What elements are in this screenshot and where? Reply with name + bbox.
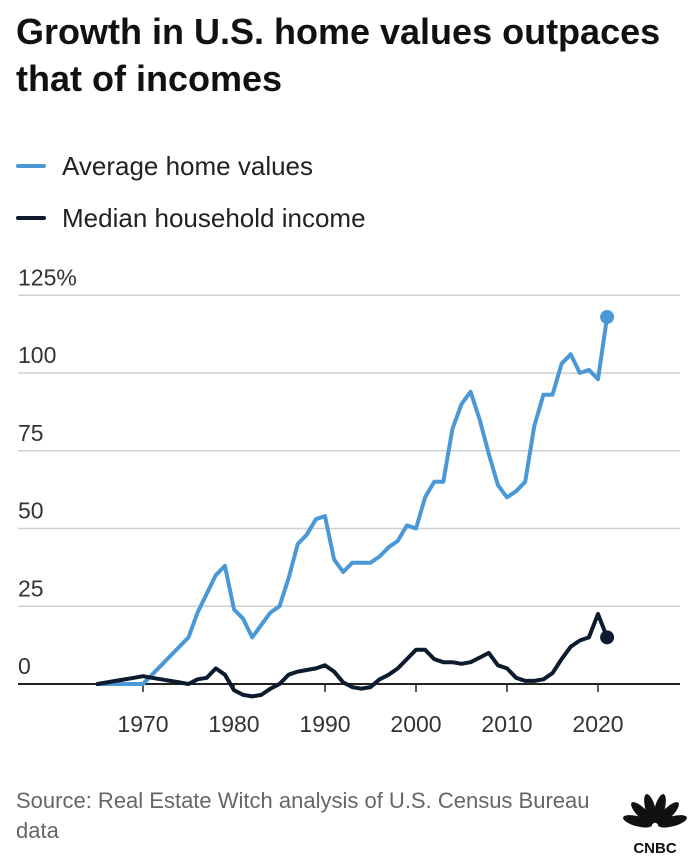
legend-swatch-home-values	[16, 164, 46, 168]
y-tick-label: 50	[18, 498, 44, 524]
series-line-home-values	[95, 315, 610, 686]
legend-item-income: Median household income	[16, 192, 366, 244]
source-note: Source: Real Estate Witch analysis of U.…	[16, 788, 590, 843]
x-tick-label: 1980	[208, 711, 259, 737]
end-marker-home-values	[600, 310, 615, 325]
legend-item-home-values: Average home values	[16, 140, 366, 192]
legend: Average home values Median household inc…	[16, 140, 366, 244]
end-marker-income	[600, 630, 615, 645]
cnbc-peacock-logo-icon: CNBC	[623, 794, 687, 856]
axes: 125% 100 75 50 25 0 1970 1980 1990 2000 2010 2020	[18, 264, 680, 737]
x-tick-label: 2020	[572, 711, 623, 737]
y-tick-label: 100	[18, 342, 56, 368]
y-tick-label: 25	[18, 575, 44, 601]
grid	[18, 294, 680, 607]
y-tick-label: 125%	[18, 264, 77, 290]
series	[95, 310, 615, 699]
logo-wordmark: CNBC	[633, 840, 676, 856]
x-tick-label: 1970	[117, 711, 168, 737]
legend-label-income: Median household income	[62, 202, 366, 233]
line-chart: 125% 100 75 50 25 0 1970 1980 1990 2000 2010 2020	[18, 264, 680, 737]
chart-title: Growth in U.S. home values outpaces that…	[16, 11, 661, 99]
x-tick-label: 1990	[299, 711, 350, 737]
x-tick-label: 2010	[481, 711, 532, 737]
x-tick-label: 2000	[390, 711, 441, 737]
legend-label-home-values: Average home values	[62, 150, 314, 181]
y-tick-label: 0	[18, 653, 31, 679]
y-tick-label: 75	[18, 420, 44, 446]
legend-swatch-income	[16, 216, 46, 220]
series-line-income	[95, 612, 610, 699]
